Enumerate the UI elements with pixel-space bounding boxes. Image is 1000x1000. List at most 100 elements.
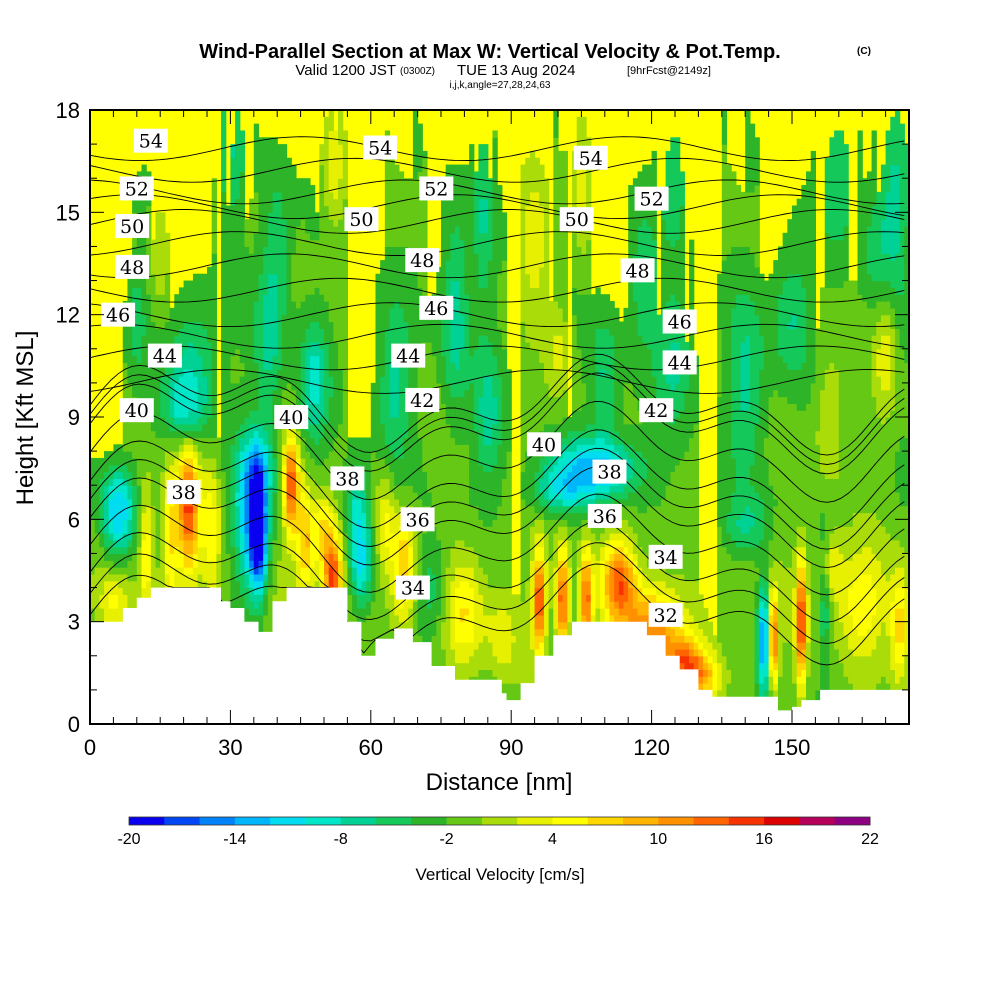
velocity-cell — [567, 492, 573, 500]
velocity-cell — [880, 423, 887, 527]
velocity-cell — [253, 191, 260, 234]
velocity-cell — [623, 601, 629, 616]
velocity-cell — [366, 601, 372, 616]
velocity-cell — [389, 560, 395, 595]
velocity-cell — [487, 471, 494, 527]
velocity-cell — [108, 560, 114, 575]
velocity-cell — [899, 505, 905, 548]
theta-contour-line — [90, 194, 905, 220]
contour-label: 38 — [166, 480, 201, 505]
velocity-cell — [782, 396, 788, 568]
velocity-cell — [178, 539, 185, 555]
velocity-cell — [576, 444, 582, 452]
velocity-cell — [483, 526, 489, 575]
velocity-cell — [319, 560, 325, 582]
velocity-cell — [806, 403, 812, 561]
velocity-cell — [675, 642, 681, 650]
velocity-cell — [127, 519, 133, 541]
velocity-cell — [843, 526, 849, 561]
velocity-cell — [651, 376, 657, 507]
velocity-cell — [183, 437, 189, 445]
velocity-cell — [660, 580, 667, 595]
velocity-cell — [412, 178, 419, 268]
velocity-cell — [735, 560, 742, 724]
theta-contour-line — [90, 209, 905, 234]
velocity-cell — [871, 648, 877, 691]
contour-label-text: 52 — [640, 189, 664, 211]
velocity-cell — [207, 492, 213, 561]
velocity-cell — [164, 423, 171, 439]
contour-label-text: 54 — [368, 138, 392, 160]
y-tick-label: 6 — [68, 507, 80, 532]
velocity-cell — [412, 266, 419, 493]
velocity-cell — [632, 301, 639, 398]
velocity-cell — [356, 587, 363, 595]
velocity-cell — [324, 553, 330, 575]
velocity-cell — [646, 587, 653, 595]
velocity-cell — [263, 553, 269, 568]
contour-label-text: 42 — [410, 390, 434, 412]
velocity-cell — [183, 539, 189, 555]
velocity-cell — [763, 662, 770, 677]
velocity-cell — [843, 560, 849, 636]
velocity-cell — [810, 150, 816, 384]
velocity-cell — [534, 498, 540, 514]
velocity-cell — [773, 662, 779, 671]
velocity-cell — [679, 642, 685, 650]
velocity-cell — [473, 580, 480, 650]
velocity-cell — [885, 191, 891, 254]
velocity-cell — [590, 437, 597, 445]
velocity-cell — [665, 587, 671, 595]
velocity-cell — [417, 437, 423, 500]
velocity-cell — [319, 464, 325, 486]
velocity-cell — [174, 492, 180, 548]
velocity-cell — [651, 567, 657, 582]
velocity-cell — [796, 410, 802, 527]
velocity-cell — [104, 451, 110, 473]
velocity-cell — [319, 485, 325, 500]
velocity-cell — [529, 150, 536, 193]
velocity-cell — [787, 321, 793, 329]
potential-temperature-contours — [90, 136, 905, 666]
velocity-cell — [183, 451, 189, 459]
velocity-cell — [473, 171, 480, 254]
velocity-cell — [342, 457, 348, 534]
contour-label: 46 — [419, 295, 454, 320]
velocity-cell — [548, 512, 554, 520]
velocity-cell — [824, 587, 831, 609]
velocity-cell — [558, 601, 564, 623]
velocity-cell — [497, 328, 503, 377]
velocity-cell — [192, 376, 199, 411]
velocity-cell — [122, 553, 129, 568]
velocity-cell — [543, 532, 550, 561]
velocity-cell — [207, 560, 213, 589]
velocity-cell — [829, 532, 835, 548]
velocity-cell — [314, 341, 320, 357]
velocity-cell — [806, 642, 812, 677]
velocity-cell — [464, 389, 470, 445]
velocity-cell — [319, 328, 325, 350]
velocity-cell — [333, 560, 339, 595]
velocity-cell — [595, 328, 601, 432]
velocity-cell — [698, 628, 704, 643]
colorbar-swatch — [340, 817, 377, 825]
velocity-cell — [333, 198, 339, 227]
velocity-cell — [469, 587, 475, 643]
velocity-cell — [403, 321, 409, 439]
velocity-cell — [253, 608, 260, 616]
velocity-cell — [894, 253, 901, 295]
velocity-cell — [852, 280, 859, 514]
velocity-cell — [787, 273, 793, 323]
velocity-cell — [478, 232, 484, 288]
velocity-cell — [239, 451, 246, 473]
velocity-cell — [796, 601, 802, 643]
velocity-cell — [253, 232, 260, 302]
velocity-cell — [567, 417, 573, 432]
velocity-cell — [866, 546, 873, 575]
contour-label-box — [639, 398, 674, 423]
velocity-cell — [305, 498, 311, 514]
velocity-cell — [543, 519, 550, 534]
velocity-cell — [356, 437, 363, 466]
velocity-cell — [249, 410, 255, 425]
velocity-cell — [717, 273, 723, 329]
